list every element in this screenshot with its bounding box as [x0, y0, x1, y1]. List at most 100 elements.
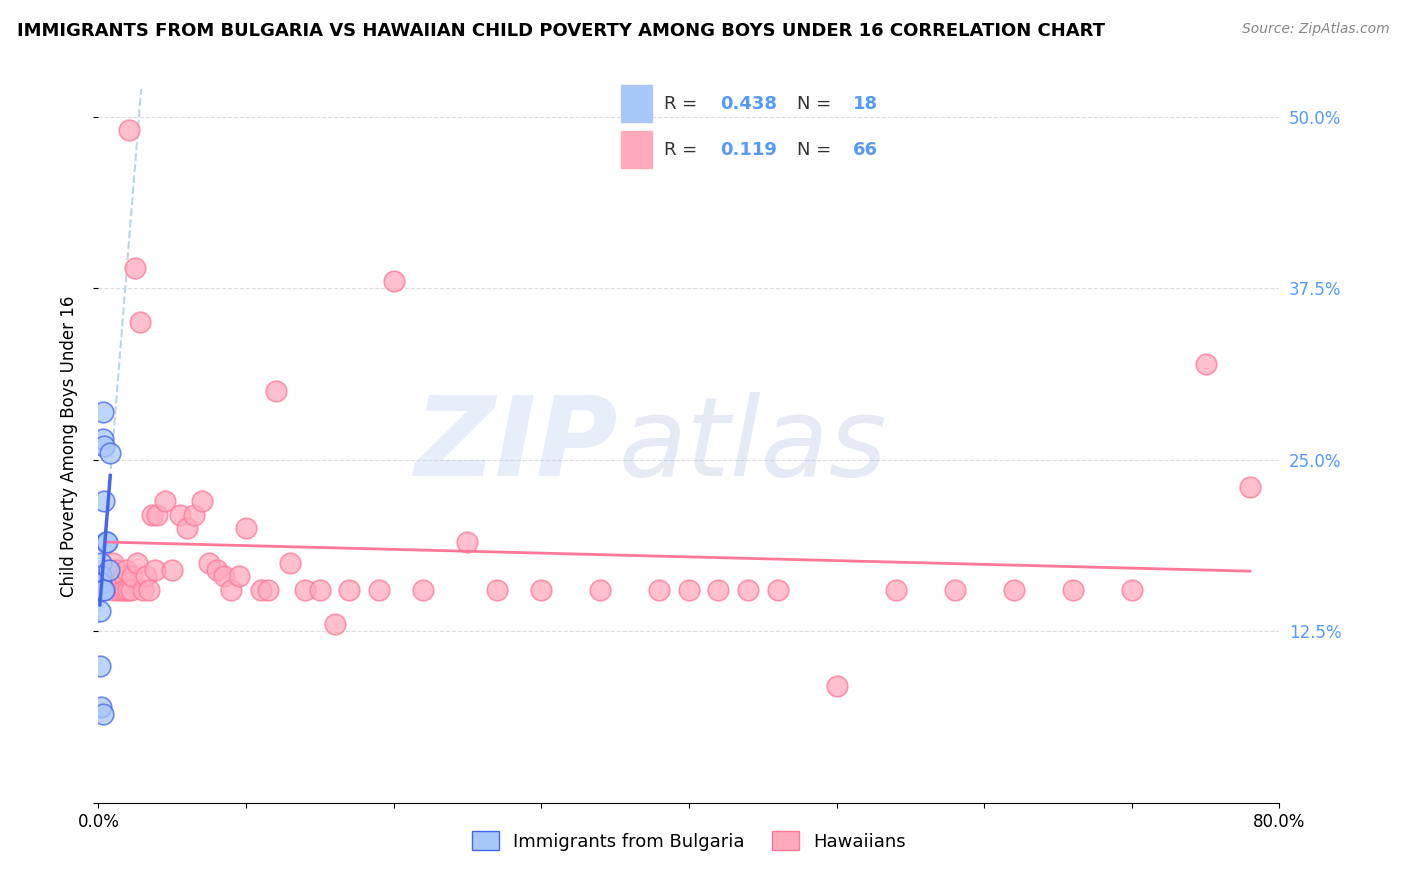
Point [294, 583, 316, 598]
Point [91, 706, 114, 721]
Point [153, 494, 176, 508]
Point [120, 583, 142, 598]
Text: N =: N = [797, 141, 837, 159]
Point [235, 521, 257, 535]
Point [107, 583, 129, 598]
Point [124, 260, 146, 275]
Point [90, 576, 112, 591]
Point [114, 583, 136, 598]
Point [825, 679, 848, 693]
Point [191, 494, 214, 508]
Point [89, 604, 111, 618]
Point [89, 583, 111, 598]
Point [221, 583, 243, 598]
Point [110, 576, 132, 591]
Point [112, 569, 135, 583]
Point [135, 569, 157, 583]
Text: N =: N = [797, 95, 837, 112]
Point [943, 583, 966, 598]
Point [91, 583, 114, 598]
Text: 0.119: 0.119 [720, 141, 776, 159]
Point [96, 535, 118, 549]
Point [280, 556, 302, 570]
Y-axis label: Child Poverty Among Boys Under 16: Child Poverty Among Boys Under 16 [59, 295, 77, 597]
Point [162, 562, 183, 576]
Point [90, 569, 112, 583]
Point [530, 583, 553, 598]
Point [93, 494, 115, 508]
Point [94, 535, 117, 549]
Point [1062, 583, 1084, 598]
Point [198, 556, 221, 570]
Point [146, 508, 169, 522]
Point [90, 556, 112, 570]
Point [143, 562, 166, 576]
Point [169, 508, 191, 522]
Point [589, 583, 612, 598]
Point [1195, 357, 1218, 371]
Point [105, 562, 128, 576]
Point [115, 562, 138, 576]
Point [118, 123, 141, 137]
Point [128, 316, 150, 330]
Point [132, 583, 155, 598]
Point [1239, 480, 1261, 494]
Point [309, 583, 332, 598]
Point [486, 583, 509, 598]
Point [97, 562, 120, 576]
Bar [621, 131, 652, 168]
Point [183, 508, 205, 522]
Point [1002, 583, 1025, 598]
Point [121, 569, 143, 583]
Text: 18: 18 [853, 95, 877, 112]
Point [91, 405, 114, 419]
Point [323, 617, 346, 632]
Point [91, 432, 114, 446]
Point [94, 576, 117, 591]
Point [339, 583, 361, 598]
Point [264, 384, 287, 398]
Point [737, 583, 759, 598]
Point [368, 583, 391, 598]
Text: R =: R = [664, 95, 703, 112]
Point [228, 569, 250, 583]
Point [205, 562, 228, 576]
Point [98, 562, 121, 576]
Point [884, 583, 907, 598]
Point [138, 583, 160, 598]
Point [93, 583, 115, 598]
Point [257, 583, 280, 598]
Text: ZIP: ZIP [415, 392, 619, 500]
Point [117, 583, 139, 598]
Text: 66: 66 [853, 141, 877, 159]
Point [97, 569, 120, 583]
Point [412, 583, 434, 598]
Point [98, 446, 121, 460]
Point [648, 583, 671, 598]
Text: atlas: atlas [619, 392, 887, 500]
Point [103, 583, 125, 598]
Text: Source: ZipAtlas.com: Source: ZipAtlas.com [1241, 22, 1389, 37]
Point [141, 508, 163, 522]
Point [93, 439, 115, 453]
Point [382, 274, 405, 288]
Point [250, 583, 273, 598]
Point [90, 699, 112, 714]
Point [678, 583, 700, 598]
Point [766, 583, 789, 598]
Text: R =: R = [664, 141, 709, 159]
Text: 0.438: 0.438 [720, 95, 778, 112]
Point [176, 521, 198, 535]
Point [212, 569, 235, 583]
Point [104, 569, 127, 583]
Point [707, 583, 730, 598]
Point [457, 535, 479, 549]
Text: IMMIGRANTS FROM BULGARIA VS HAWAIIAN CHILD POVERTY AMONG BOYS UNDER 16 CORRELATI: IMMIGRANTS FROM BULGARIA VS HAWAIIAN CHI… [17, 22, 1105, 40]
Point [103, 556, 125, 570]
Legend: Immigrants from Bulgaria, Hawaiians: Immigrants from Bulgaria, Hawaiians [464, 824, 914, 858]
Point [125, 556, 148, 570]
Point [111, 583, 134, 598]
Point [1121, 583, 1143, 598]
Bar [621, 85, 652, 122]
Point [89, 658, 111, 673]
